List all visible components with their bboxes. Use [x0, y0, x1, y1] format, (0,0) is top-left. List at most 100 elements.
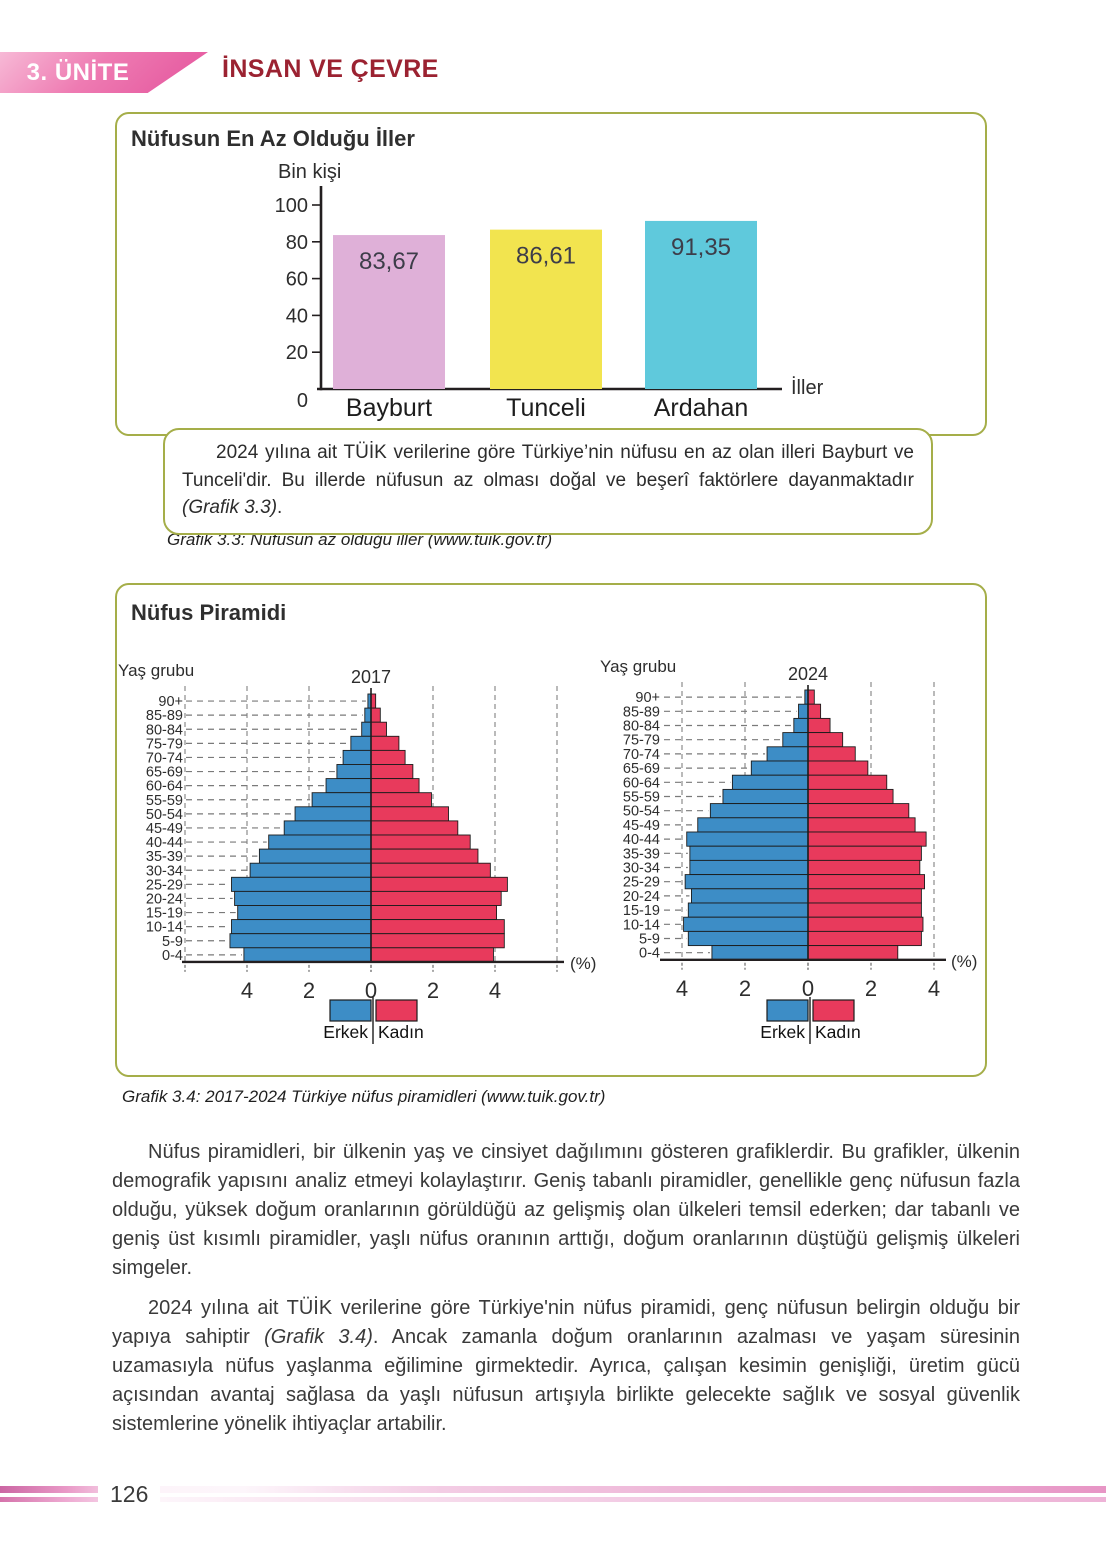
- chart-note-end: .: [277, 497, 283, 518]
- unit-badge-label: 3. ÜNİTE: [26, 59, 130, 86]
- pyramid-bar-male: [350, 735, 372, 751]
- pyramid-bar-female: [370, 848, 479, 864]
- age-group-label: 0-4: [639, 946, 660, 962]
- percent-label: (%): [951, 952, 977, 971]
- age-group-label: 20-24: [623, 889, 660, 905]
- pyramid-bar-male: [684, 874, 809, 890]
- age-group-label: 35-39: [623, 846, 660, 862]
- age-group-label: 70-74: [146, 750, 183, 766]
- figure-caption-3-3: Grafik 3.3: Nüfusun az olduğu iller (www…: [167, 530, 553, 549]
- population-pyramids: Yaş grubu 201790+85-8980-8475-7970-7465-6…: [118, 657, 977, 1044]
- pyramid-bar-male: [361, 721, 372, 737]
- pyramid-bar-female: [807, 774, 888, 790]
- pyramid-bar-female: [370, 806, 449, 822]
- bar-value-label: 91,35: [671, 234, 731, 261]
- legend-kadin-swatch: [812, 999, 855, 1022]
- pyramid-bar-male: [711, 945, 809, 961]
- pyramid-bar-female: [807, 717, 831, 734]
- age-group-label: 0-4: [162, 948, 183, 964]
- x-tick-label: 4: [676, 976, 688, 1001]
- pyramid-bar-male: [294, 806, 372, 822]
- body-paragraph-2: 2024 yılına ait TÜİK verilerine göre Tür…: [112, 1294, 1020, 1439]
- pyramid-bar-male: [697, 817, 809, 833]
- pyramid-bar-female: [807, 831, 927, 847]
- pyramid-bar-female: [370, 905, 498, 921]
- pyramid-bar-female: [807, 703, 822, 719]
- bar-category-label: Bayburt: [346, 394, 432, 422]
- pyramid-bar-female: [370, 820, 459, 836]
- pyramid-y-axis-title: Yaş grubu: [118, 661, 194, 680]
- bar-bayburt: [333, 235, 445, 389]
- y-tick-label: 60: [286, 269, 308, 291]
- chapter-title: İNSAN VE ÇEVRE: [222, 55, 439, 83]
- age-group-label: 70-74: [623, 747, 660, 763]
- age-group-label: 90+: [635, 690, 660, 706]
- age-group-label: 80-84: [623, 719, 660, 735]
- bar-value-label: 86,61: [516, 243, 576, 270]
- legend-erkek-swatch: [329, 999, 372, 1022]
- pyramid-bar-male: [283, 820, 372, 836]
- legend-kadin-label: Kadın: [378, 1022, 424, 1042]
- paragraph-2-text: 2024 yılına ait TÜİK verilerine göre Tür…: [112, 1297, 1020, 1348]
- chart-note-text: 2024 yılına ait TÜİK verilerine göre Tür…: [182, 442, 914, 491]
- age-group-label: 20-24: [146, 891, 183, 907]
- age-group-label: 65-69: [146, 765, 183, 781]
- pyramid-bar-male: [687, 930, 809, 947]
- pyramid-bar-male: [325, 778, 372, 794]
- age-group-label: 40-44: [146, 835, 183, 851]
- page-number: 126: [98, 1481, 161, 1508]
- chart-note-ref: (Grafik 3.3): [182, 497, 278, 518]
- pyramid-bar-male: [793, 717, 809, 734]
- pyramid-bar-female: [807, 945, 899, 961]
- pyramid-bar-male: [229, 933, 372, 949]
- pyramid-bar-female: [807, 760, 869, 776]
- paragraph-2-end: . Ancak zamanla doğum oranlarının azalma…: [112, 1326, 1020, 1435]
- y-tick-label: 40: [286, 305, 308, 327]
- pyramid-bar-male: [364, 707, 372, 723]
- bar-chart: Bin kişi 0 20 40 60 80 100 İller 83,67 Bayburt 86,…: [275, 161, 824, 422]
- legend-erkek-label: Erkek: [760, 1022, 805, 1042]
- pyramid-bar-female: [370, 778, 420, 794]
- age-group-label: 45-49: [146, 821, 183, 837]
- pyramid-bar-female: [370, 764, 414, 780]
- footer-stripe-bottom: [0, 1497, 1106, 1502]
- pyramid-bar-female: [807, 746, 856, 762]
- bar-category-label: Ardahan: [654, 394, 749, 422]
- x-tick-label: 2: [739, 976, 751, 1001]
- x-tick-label: 2: [865, 976, 877, 1001]
- legend-kadin-label: Kadın: [815, 1022, 861, 1042]
- pyramid-bar-male: [231, 876, 372, 892]
- paragraph-2-ref: (Grafik 3.4): [264, 1326, 373, 1348]
- x-tick-label: 4: [928, 976, 940, 1001]
- pyramid-bar-male: [731, 774, 809, 790]
- pyramid-y-axis-title: Yaş grubu: [600, 657, 676, 676]
- pyramid-bar-male: [798, 703, 809, 719]
- age-group-label: 80-84: [146, 722, 183, 738]
- age-group-label: 60-64: [146, 779, 183, 795]
- age-group-label: 25-29: [623, 875, 660, 891]
- pyramid-bar-female: [807, 803, 910, 819]
- x-tick-label: 0: [365, 978, 377, 1003]
- age-group-label: 10-14: [623, 917, 660, 933]
- bar-tunceli: [490, 229, 602, 389]
- pyramid-bar-female: [370, 721, 387, 737]
- pyramid-bar-female: [807, 817, 916, 833]
- legend-erkek-label: Erkek: [323, 1022, 368, 1042]
- pyramid-bar-female: [807, 888, 922, 904]
- y-tick-label: 100: [275, 195, 308, 217]
- pyramid-bar-female: [370, 735, 400, 751]
- pyramid-bar-female: [370, 749, 406, 765]
- pyramid-bar-female: [370, 792, 432, 808]
- bar-chart-title: Nüfusun En Az Olduğu İller: [131, 126, 415, 151]
- pyramid-bar-female: [370, 862, 491, 878]
- bar-value-label: 83,67: [359, 248, 419, 275]
- pyramid-year-title: 2017: [351, 667, 391, 687]
- age-group-label: 15-19: [623, 903, 660, 919]
- age-group-label: 75-79: [146, 736, 183, 752]
- pyramid-bar-female: [807, 732, 844, 748]
- age-group-label: 5-9: [639, 932, 660, 948]
- age-group-label: 15-19: [146, 906, 183, 922]
- age-group-label: 65-69: [623, 761, 660, 777]
- y-tick-label: 80: [286, 232, 308, 254]
